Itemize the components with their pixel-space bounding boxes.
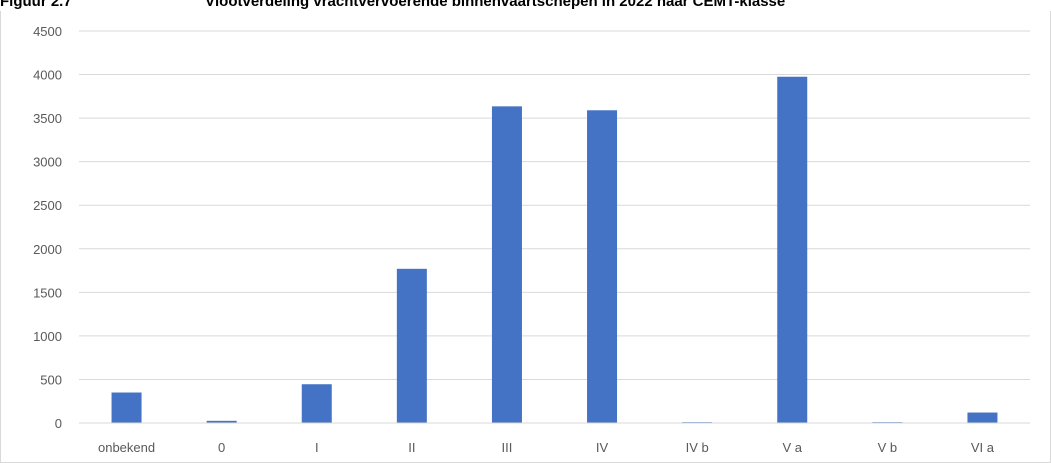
bar-vi-a [967, 412, 998, 423]
bar-0 [206, 420, 237, 423]
y-tick-label: 4000 [33, 68, 62, 83]
x-tick-label: I [315, 440, 319, 455]
y-tick-label: 0 [55, 416, 62, 431]
bar-i [301, 384, 332, 423]
y-tick-label: 2500 [33, 198, 62, 213]
bar-iii [491, 106, 522, 424]
y-tick-label: 3500 [33, 111, 62, 126]
x-tick-label: onbekend [98, 440, 155, 455]
x-tick-label: V b [878, 440, 898, 455]
x-tick-label: III [502, 440, 513, 455]
y-axis-ticks: 0 500 1000 1500 2000 2500 3000 3500 4000 4500 [33, 24, 62, 431]
x-tick-label: 0 [218, 440, 225, 455]
y-tick-label: 2000 [33, 242, 62, 257]
bar-ii [396, 268, 427, 423]
y-tick-label: 500 [40, 372, 62, 387]
gridlines [79, 30, 1030, 380]
bar-iv [587, 110, 618, 423]
figure-caption: Figuur 2.7 Vlootverdeling vrachtvervoere… [0, 0, 1051, 13]
x-tick-label: II [408, 440, 415, 455]
x-tick-label: VI a [971, 440, 995, 455]
bar-v-a [777, 76, 808, 423]
bar-onbekend [111, 392, 142, 423]
figure-label: Figuur 2.7 [0, 0, 72, 10]
figure-title: Vlootverdeling vrachtvervoerende binnenv… [205, 0, 786, 10]
y-tick-label: 3000 [33, 155, 62, 170]
y-tick-label: 1000 [33, 329, 62, 344]
x-tick-label: V a [782, 440, 802, 455]
y-tick-label: 1500 [33, 285, 62, 300]
x-tick-label: IV [596, 440, 609, 455]
x-tick-label: IV b [686, 440, 709, 455]
y-tick-label: 4500 [33, 24, 62, 39]
bars [111, 76, 998, 424]
